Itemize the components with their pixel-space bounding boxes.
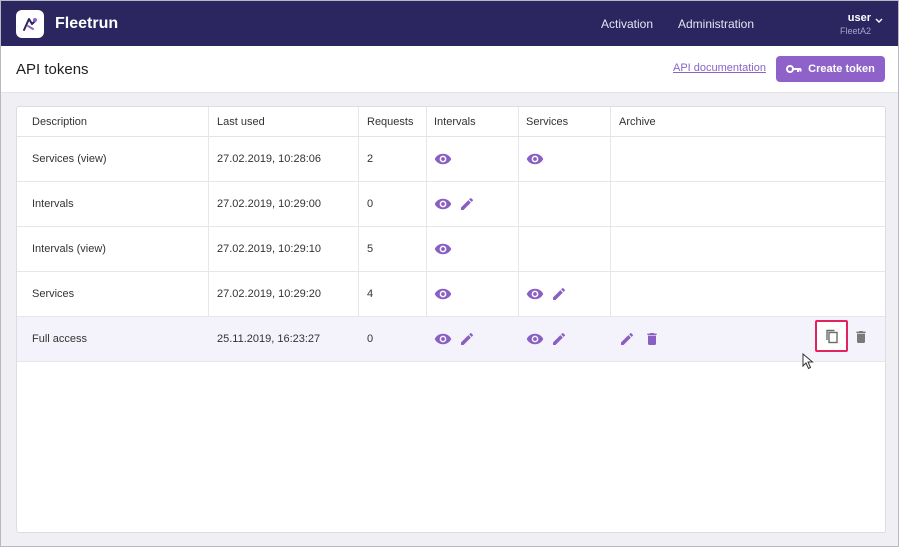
page-title: API tokens bbox=[16, 61, 89, 78]
header-intervals[interactable]: Intervals bbox=[434, 116, 476, 128]
api-tokens-table: Description Last used Requests Intervals… bbox=[16, 106, 886, 533]
chevron-down-icon[interactable] bbox=[875, 18, 883, 24]
column-divider bbox=[208, 107, 209, 362]
create-token-button[interactable]: Create token bbox=[776, 56, 885, 82]
token-description: Intervals bbox=[32, 198, 74, 210]
trash-icon bbox=[856, 331, 866, 343]
token-last-used: 27.02.2019, 10:28:06 bbox=[217, 153, 321, 165]
header-services[interactable]: Services bbox=[526, 116, 569, 128]
eye-icon[interactable] bbox=[526, 150, 544, 168]
column-divider bbox=[358, 107, 359, 362]
pencil-icon[interactable] bbox=[551, 331, 569, 349]
eye-icon[interactable] bbox=[526, 285, 544, 303]
api-documentation-link[interactable]: API documentation bbox=[673, 62, 766, 74]
user-organization: FleetA2 bbox=[839, 26, 871, 36]
create-token-label: Create token bbox=[808, 63, 875, 75]
token-description: Services bbox=[32, 288, 75, 300]
user-menu[interactable]: user FleetA2 bbox=[821, 12, 871, 37]
token-requests: 4 bbox=[367, 288, 374, 300]
table-row[interactable]: Intervals (view) 27.02.2019, 10:29:10 5 bbox=[17, 227, 885, 272]
header-last-used[interactable]: Last used bbox=[217, 116, 265, 128]
token-requests: 2 bbox=[367, 153, 374, 165]
token-last-used: 27.02.2019, 10:29:20 bbox=[217, 288, 321, 300]
eye-icon[interactable] bbox=[434, 240, 452, 258]
key-icon bbox=[786, 65, 802, 73]
mouse-cursor-icon bbox=[802, 353, 814, 370]
top-navigation-bar: Fleetrun Activation Administration user … bbox=[1, 1, 898, 46]
table-row[interactable]: Intervals 27.02.2019, 10:29:00 0 bbox=[17, 182, 885, 227]
eye-icon[interactable] bbox=[434, 195, 452, 213]
table-row[interactable]: Full access 25.11.2019, 16:23:27 0 bbox=[17, 317, 885, 362]
eye-icon[interactable] bbox=[526, 330, 544, 348]
pencil-icon[interactable] bbox=[619, 331, 637, 349]
token-requests: 5 bbox=[367, 243, 374, 255]
table-row[interactable]: Services (view) 27.02.2019, 10:28:06 2 bbox=[17, 137, 885, 182]
column-divider bbox=[610, 107, 611, 362]
token-description: Services (view) bbox=[32, 153, 107, 165]
pencil-icon[interactable] bbox=[459, 196, 477, 214]
table-row[interactable]: Services 27.02.2019, 10:29:20 4 bbox=[17, 272, 885, 317]
token-requests: 0 bbox=[367, 333, 374, 345]
pencil-icon[interactable] bbox=[459, 331, 477, 349]
token-requests: 0 bbox=[367, 198, 374, 210]
eye-icon[interactable] bbox=[434, 150, 452, 168]
token-description: Full access bbox=[32, 333, 88, 345]
eye-icon[interactable] bbox=[434, 330, 452, 348]
header-requests[interactable]: Requests bbox=[367, 116, 414, 128]
column-divider bbox=[426, 107, 427, 362]
column-divider bbox=[518, 107, 519, 362]
trash-icon[interactable] bbox=[644, 331, 662, 349]
eye-icon[interactable] bbox=[434, 285, 452, 303]
token-last-used: 25.11.2019, 16:23:27 bbox=[217, 333, 321, 345]
header-archive[interactable]: Archive bbox=[619, 116, 656, 128]
nav-administration[interactable]: Administration bbox=[678, 17, 755, 31]
pencil-icon[interactable] bbox=[551, 286, 569, 304]
app-name: Fleetrun bbox=[55, 15, 119, 32]
user-name: user bbox=[847, 12, 871, 24]
copy-token-button[interactable] bbox=[815, 320, 848, 352]
page-header: API tokens API documentation Create toke… bbox=[1, 46, 898, 93]
fleetrun-logo[interactable] bbox=[16, 10, 44, 38]
nav-activation[interactable]: Activation bbox=[601, 17, 654, 31]
header-description[interactable]: Description bbox=[32, 116, 88, 128]
delete-token-button[interactable] bbox=[853, 329, 871, 347]
copy-icon bbox=[826, 329, 838, 344]
token-last-used: 27.02.2019, 10:29:00 bbox=[217, 198, 321, 210]
token-last-used: 27.02.2019, 10:29:10 bbox=[217, 243, 321, 255]
token-description: Intervals (view) bbox=[32, 243, 106, 255]
table-header: Description Last used Requests Intervals… bbox=[17, 107, 885, 137]
